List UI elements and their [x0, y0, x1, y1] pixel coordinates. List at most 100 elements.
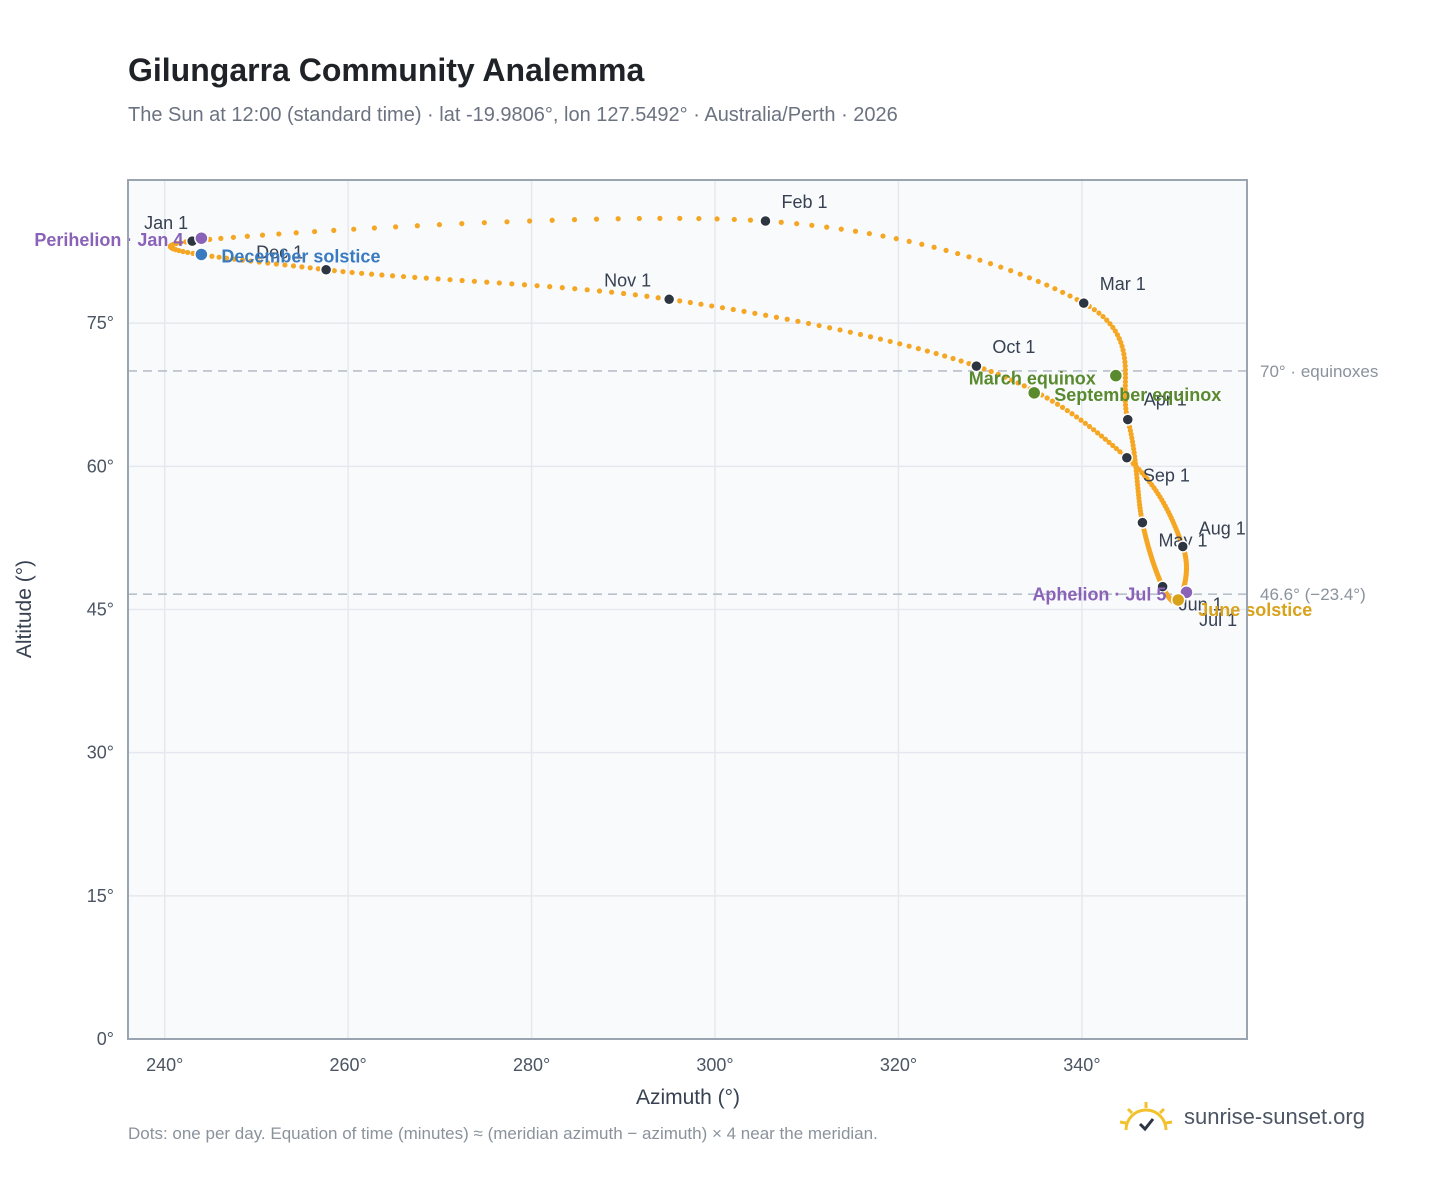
- x-axis-title: Azimuth (°): [636, 1086, 740, 1109]
- daily-dot: [1078, 417, 1084, 423]
- daily-dot: [1067, 293, 1073, 299]
- y-tick-label: 75°: [87, 313, 114, 333]
- daily-dot: [1122, 367, 1128, 373]
- daily-dot: [259, 232, 266, 238]
- daily-dot: [180, 248, 186, 255]
- daily-dot: [857, 331, 864, 338]
- month-marker: [970, 359, 983, 373]
- daily-dot: [919, 241, 925, 247]
- daily-dot: [1107, 321, 1113, 327]
- daily-dot: [719, 305, 726, 311]
- month-label: Apr 1: [1144, 390, 1187, 410]
- reference-line-label: 70° · equinoxes: [1260, 362, 1378, 381]
- daily-dot: [481, 220, 487, 226]
- daily-dot: [216, 254, 222, 260]
- month-label: Sep 1: [1143, 466, 1190, 486]
- daily-dot: [1122, 379, 1128, 385]
- x-tick-label: 240°: [146, 1055, 183, 1075]
- daily-dot: [1091, 427, 1097, 433]
- daily-dot: [784, 316, 790, 322]
- daily-dot: [1122, 363, 1128, 369]
- daily-dot: [248, 258, 254, 264]
- daily-dot: [778, 219, 784, 225]
- event-marker: [1108, 368, 1124, 383]
- daily-dot: [349, 269, 355, 276]
- daily-dot: [824, 224, 830, 230]
- daily-dot: [414, 223, 420, 229]
- event-marker: [194, 230, 209, 246]
- daily-dot: [752, 310, 758, 316]
- daily-dot: [224, 255, 230, 261]
- month-label: Dec 1: [256, 243, 303, 263]
- daily-dot: [1002, 374, 1008, 380]
- daily-dot: [209, 253, 215, 259]
- daily-dot: [615, 216, 621, 222]
- daily-dot: [389, 273, 396, 279]
- daily-dot: [943, 247, 949, 253]
- daily-dot: [315, 266, 321, 272]
- daily-dot: [906, 238, 912, 245]
- daily-dot: [837, 327, 843, 333]
- daily-dot: [521, 282, 528, 288]
- daily-dot: [1121, 355, 1128, 361]
- daily-dot: [655, 295, 661, 301]
- daily-dot: [838, 226, 844, 232]
- daily-dot: [794, 221, 800, 227]
- y-tick-label: 45°: [87, 600, 114, 620]
- daily-dot: [1035, 278, 1041, 285]
- daily-dot: [459, 277, 465, 284]
- daily-dot: [1096, 310, 1102, 316]
- daily-dot: [331, 268, 337, 274]
- daily-dot: [547, 284, 553, 290]
- daily-dot: [632, 292, 638, 298]
- brand-name[interactable]: sunrise-sunset.org: [1184, 1104, 1365, 1129]
- daily-dot: [1059, 404, 1066, 410]
- daily-dot: [584, 287, 590, 293]
- daily-dot: [987, 261, 994, 267]
- daily-dot: [931, 244, 937, 250]
- daily-dot: [636, 215, 642, 222]
- daily-dot: [1082, 420, 1088, 426]
- event-label: September equinox: [1054, 385, 1221, 405]
- daily-dot: [795, 318, 801, 324]
- daily-dot: [230, 234, 237, 240]
- daily-dot: [504, 219, 510, 225]
- daily-dot: [265, 260, 271, 266]
- daily-dot: [1120, 347, 1126, 353]
- daily-dot: [1122, 394, 1128, 400]
- daily-dot: [988, 368, 994, 375]
- daily-dot: [1073, 414, 1080, 420]
- daily-dot: [998, 264, 1004, 270]
- daily-dot: [290, 263, 297, 269]
- daily-dot: [436, 222, 443, 228]
- daily-dot: [1122, 383, 1128, 389]
- daily-dot: [244, 233, 250, 239]
- brand[interactable]: sunrise-sunset.org: [1118, 1100, 1365, 1134]
- daily-dot: [1121, 351, 1127, 357]
- y-tick-label: 0°: [97, 1029, 114, 1049]
- daily-dot: [593, 216, 600, 222]
- month-marker: [1120, 451, 1134, 464]
- daily-dot: [609, 289, 615, 295]
- daily-dot: [933, 350, 939, 357]
- daily-dot: [282, 262, 288, 268]
- event-label: March equinox: [969, 369, 1096, 389]
- daily-dot: [1110, 442, 1116, 449]
- daily-dot: [1091, 307, 1097, 313]
- daily-dot: [866, 230, 872, 237]
- y-axis-title: Altitude (°): [13, 560, 36, 658]
- daily-dot: [1044, 395, 1050, 401]
- month-label: Oct 1: [992, 337, 1035, 357]
- event-marker: [1170, 592, 1186, 608]
- daily-dot: [459, 221, 465, 227]
- daily-dot: [185, 249, 191, 256]
- daily-dot: [359, 270, 365, 276]
- event-label: Aphelion · Jul 5: [1032, 584, 1166, 604]
- daily-dot: [816, 322, 822, 329]
- plot-frame: [127, 179, 1248, 1040]
- daily-dot: [1052, 286, 1058, 292]
- event-label: December solstice: [221, 246, 380, 266]
- daily-dot: [966, 360, 972, 367]
- daily-dot: [1122, 359, 1128, 365]
- daily-dot: [509, 281, 515, 287]
